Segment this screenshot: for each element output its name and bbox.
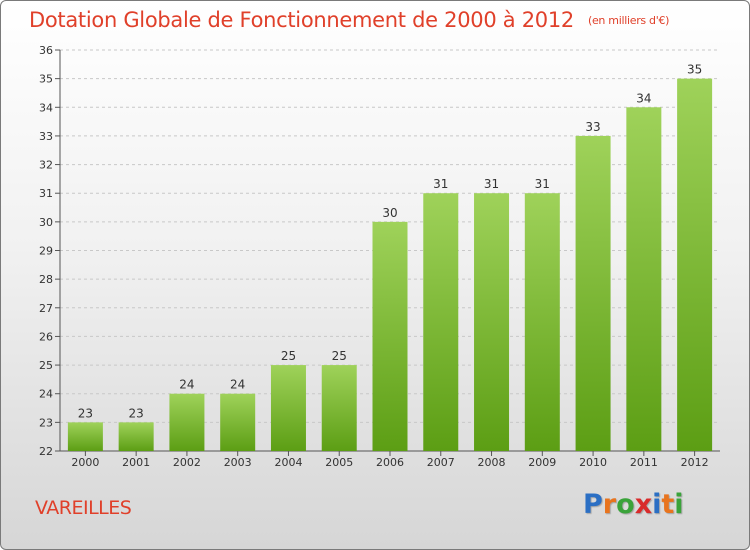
y-tick-label: 22 xyxy=(39,445,53,458)
labels: 22 23 24 25 26 27 28 29 30 31 32 33 34 35 36 23 2000 23 20… xyxy=(39,44,709,469)
x-tick-label: 2007 xyxy=(427,456,455,469)
bar-value-label: 31 xyxy=(433,177,448,191)
x-tick-label: 2009 xyxy=(528,456,556,469)
unit-label: (en milliers d'€) xyxy=(587,14,670,27)
x-tick-label: 2008 xyxy=(478,456,506,469)
bar xyxy=(270,365,306,451)
bar-value-label: 23 xyxy=(78,406,93,420)
bar-value-label: 25 xyxy=(281,349,296,363)
bar-value-label: 24 xyxy=(230,378,245,392)
x-tick-label: 2003 xyxy=(224,456,252,469)
x-tick-label: 2004 xyxy=(274,456,302,469)
y-tick-label: 31 xyxy=(39,187,53,200)
bar xyxy=(677,78,713,452)
bar-value-label: 31 xyxy=(484,177,499,191)
y-tick-label: 32 xyxy=(39,159,53,172)
bar-value-label: 30 xyxy=(382,206,397,220)
bar xyxy=(423,193,459,451)
bar-value-label: 23 xyxy=(129,406,144,420)
bar-value-label: 34 xyxy=(636,91,651,105)
bar xyxy=(575,135,611,451)
bar xyxy=(372,221,408,451)
bar-value-label: 25 xyxy=(332,349,347,363)
y-tick-label: 29 xyxy=(39,245,53,258)
bar xyxy=(321,365,357,451)
bar xyxy=(220,393,256,451)
bar xyxy=(626,107,662,452)
bar-value-label: 35 xyxy=(687,63,702,77)
y-tick-label: 30 xyxy=(39,216,53,229)
logo-letter: P xyxy=(583,489,603,520)
bar-value-label: 33 xyxy=(585,120,600,134)
x-tick-label: 2011 xyxy=(630,456,658,469)
y-tick-label: 25 xyxy=(39,359,53,372)
y-tick-label: 34 xyxy=(39,101,53,114)
x-tick-label: 2001 xyxy=(122,456,150,469)
logo-letter: i xyxy=(674,489,684,520)
bar-value-label: 24 xyxy=(179,378,194,392)
logo-letter: t xyxy=(661,489,675,520)
chart-title: Dotation Globale de Fonctionnement de 20… xyxy=(29,8,670,32)
logo-letter: r xyxy=(602,489,617,520)
y-tick-label: 27 xyxy=(39,302,53,315)
logo-letter: i xyxy=(652,489,662,520)
logo-letter: o xyxy=(616,489,635,520)
bar xyxy=(67,422,103,451)
bar-value-label: 31 xyxy=(535,177,550,191)
y-tick-label: 24 xyxy=(39,388,53,401)
proxiti-logo: Proxiti xyxy=(583,489,684,520)
x-tick-label: 2006 xyxy=(376,456,404,469)
y-tick-label: 35 xyxy=(39,73,53,86)
x-tick-label: 2002 xyxy=(173,456,201,469)
y-tick-label: 28 xyxy=(39,273,53,286)
y-tick-label: 23 xyxy=(39,416,53,429)
y-tick-label: 26 xyxy=(39,330,53,343)
x-tick-label: 2012 xyxy=(681,456,709,469)
logo-letter: x xyxy=(634,489,653,520)
bar xyxy=(169,393,205,451)
y-tick-label: 36 xyxy=(39,44,53,57)
bars xyxy=(67,78,713,452)
bar xyxy=(474,193,510,451)
place-name: VAREILLES xyxy=(35,497,132,519)
bar xyxy=(118,422,154,451)
x-tick-label: 2000 xyxy=(71,456,99,469)
x-tick-label: 2010 xyxy=(579,456,607,469)
y-tick-label: 33 xyxy=(39,130,53,143)
x-tick-label: 2005 xyxy=(325,456,353,469)
bar xyxy=(524,193,560,451)
